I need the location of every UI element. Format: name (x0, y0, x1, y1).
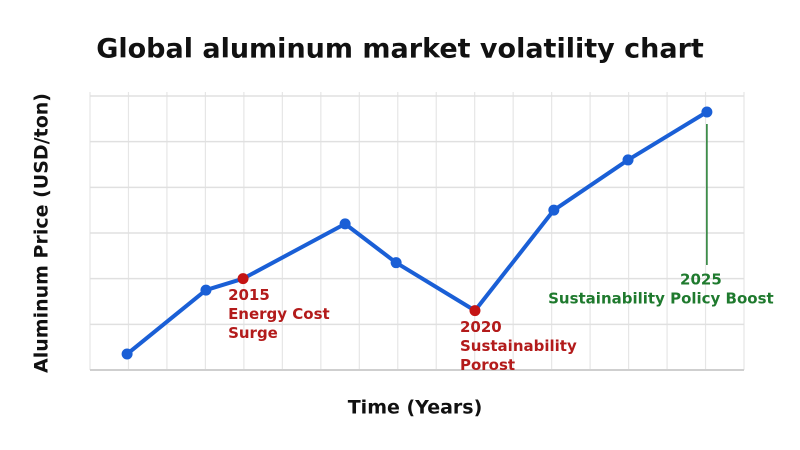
point (622, 154, 634, 166)
annotation-text: Sustainability Policy Boost (548, 290, 774, 308)
point (339, 218, 351, 230)
point (121, 348, 133, 360)
point (390, 257, 402, 269)
point (200, 284, 212, 296)
annotation-text: Sustainability (460, 337, 577, 355)
y-axis-label: Aluminum Price (USD/ton) (31, 93, 53, 373)
point (237, 273, 249, 285)
annotation-text: 2020 (460, 318, 502, 336)
x-axis-label: Time (Years) (348, 397, 483, 419)
annotation-text: Porost (460, 356, 515, 374)
annotation-text: 2015 (228, 286, 270, 304)
annotation-text: Surge (228, 324, 278, 342)
annotation-text: Energy Cost (228, 305, 330, 323)
chart-title: Global aluminum market volatility chart (96, 34, 704, 65)
annotation-text: 2025 (680, 271, 722, 289)
point (469, 305, 481, 317)
point (701, 106, 713, 118)
point (548, 204, 560, 216)
